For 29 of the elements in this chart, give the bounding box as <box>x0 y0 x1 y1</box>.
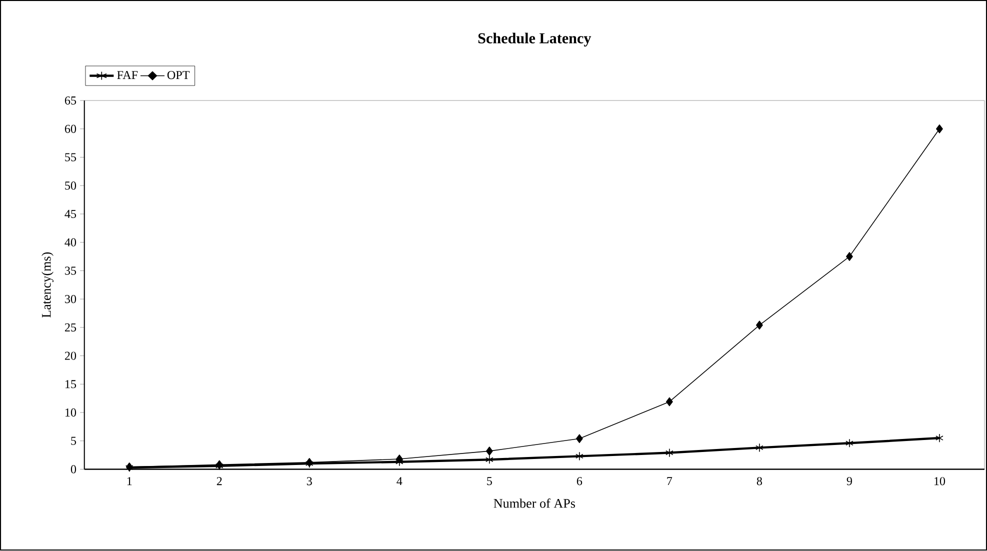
chart-title: Schedule Latency <box>478 32 592 47</box>
legend-label: FAF <box>117 71 138 80</box>
y-tick-label: 55 <box>65 153 76 162</box>
y-axis-title: Latency(ms) <box>42 252 54 318</box>
x-tick-label: 10 <box>934 477 946 486</box>
x-tick-label: 2 <box>216 477 222 486</box>
y-tick-label: 15 <box>65 380 76 388</box>
x-axis-title: Number of APs <box>494 498 576 508</box>
y-tick-label: 30 <box>65 295 76 304</box>
y-tick-label: 10 <box>65 408 76 417</box>
y-tick-label: 35 <box>65 266 76 275</box>
y-tick-label: 60 <box>64 125 76 134</box>
y-tick-label: 65 <box>64 96 76 105</box>
x-tick-label: 4 <box>396 477 402 486</box>
legend-label: OPT <box>167 71 190 80</box>
x-tick-label: 5 <box>487 477 492 486</box>
y-tick-label: 20 <box>64 352 76 360</box>
y-tick-label: 0 <box>70 465 76 474</box>
x-tick-label: 3 <box>306 477 312 486</box>
y-tick-label: 50 <box>65 182 76 190</box>
x-tick-label: 1 <box>127 477 132 486</box>
y-tick-label: 5 <box>71 437 76 446</box>
y-tick-label: 40 <box>64 238 76 247</box>
x-tick-label: 9 <box>846 477 852 486</box>
y-tick-label: 45 <box>64 210 76 218</box>
x-tick-label: 8 <box>756 477 762 486</box>
x-tick-label: 6 <box>576 477 582 486</box>
x-tick-label: 7 <box>667 477 672 486</box>
y-tick-label: 25 <box>64 324 76 332</box>
